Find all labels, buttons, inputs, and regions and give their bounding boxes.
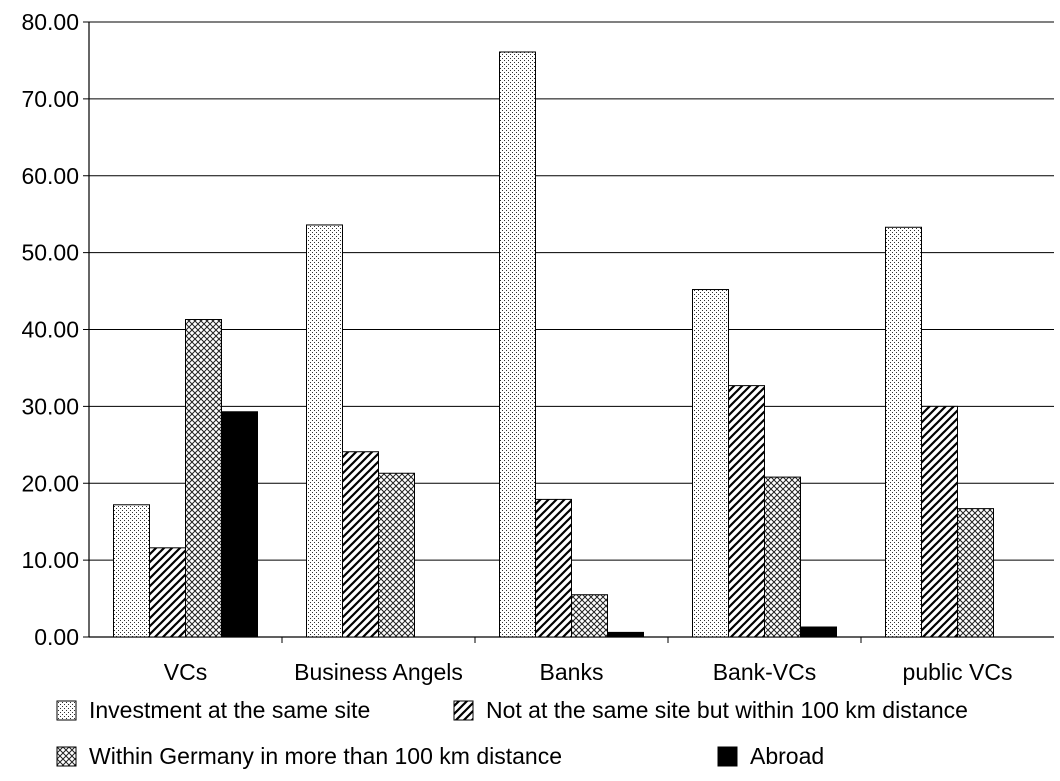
legend-swatch [717, 746, 738, 767]
bar-vcs-series-1 [113, 504, 150, 638]
x-category-label: public VCs [903, 659, 1013, 685]
bar-public-vcs-series-2 [921, 405, 958, 638]
bar-banks-series-1 [499, 51, 536, 638]
bar-bank-vcs-series-2 [728, 385, 765, 638]
x-category-label: Bank-VCs [713, 659, 817, 685]
y-tick-label: 0.00 [34, 624, 79, 650]
bar-banks-series-2 [535, 498, 572, 638]
bar-bank-vcs-series-3 [764, 476, 801, 638]
legend: Investment at the same site Not at the sa… [56, 697, 968, 769]
y-tick-label: 50.00 [21, 240, 79, 266]
bar-public-vcs-series-1 [885, 226, 922, 638]
bar-vcs-series-4 [221, 411, 258, 638]
axis-labels: 0.00 10.00 20.00 30.00 40.00 50.00 60.00 70.00 8… [21, 9, 1012, 685]
bars [113, 51, 994, 638]
y-tick-label: 60.00 [21, 163, 79, 189]
legend-label: Abroad [750, 743, 824, 769]
x-category-label: Business Angels [294, 659, 463, 685]
legend-label: Within Germany in more than 100 km dista… [89, 743, 562, 769]
y-tick-label: 80.00 [21, 9, 79, 35]
y-tick-label: 10.00 [21, 547, 79, 573]
y-tick-label: 30.00 [21, 393, 79, 419]
bar-bank-vcs-series-1 [692, 289, 729, 638]
bar-bank-vcs-series-4 [800, 626, 837, 638]
y-tick-label: 20.00 [21, 470, 79, 496]
legend-swatch [56, 746, 77, 767]
x-category-label: VCs [164, 659, 207, 685]
x-category-label: Banks [540, 659, 604, 685]
bar-business-angels-series-3 [378, 472, 415, 638]
legend-label: Investment at the same site [89, 697, 370, 723]
bar-banks-series-4 [607, 631, 644, 638]
legend-swatch [56, 700, 77, 721]
legend-label: Not at the same site but within 100 km d… [486, 697, 968, 723]
bar-vcs-series-2 [149, 547, 186, 638]
bar-vcs-series-3 [185, 319, 222, 638]
bar-business-angels-series-2 [342, 451, 379, 638]
legend-swatch [453, 700, 474, 721]
bar-business-angels-series-1 [306, 224, 343, 638]
bar-banks-series-3 [571, 594, 608, 638]
y-tick-label: 70.00 [21, 86, 79, 112]
bar-public-vcs-series-3 [957, 508, 994, 638]
y-tick-label: 40.00 [21, 317, 79, 343]
